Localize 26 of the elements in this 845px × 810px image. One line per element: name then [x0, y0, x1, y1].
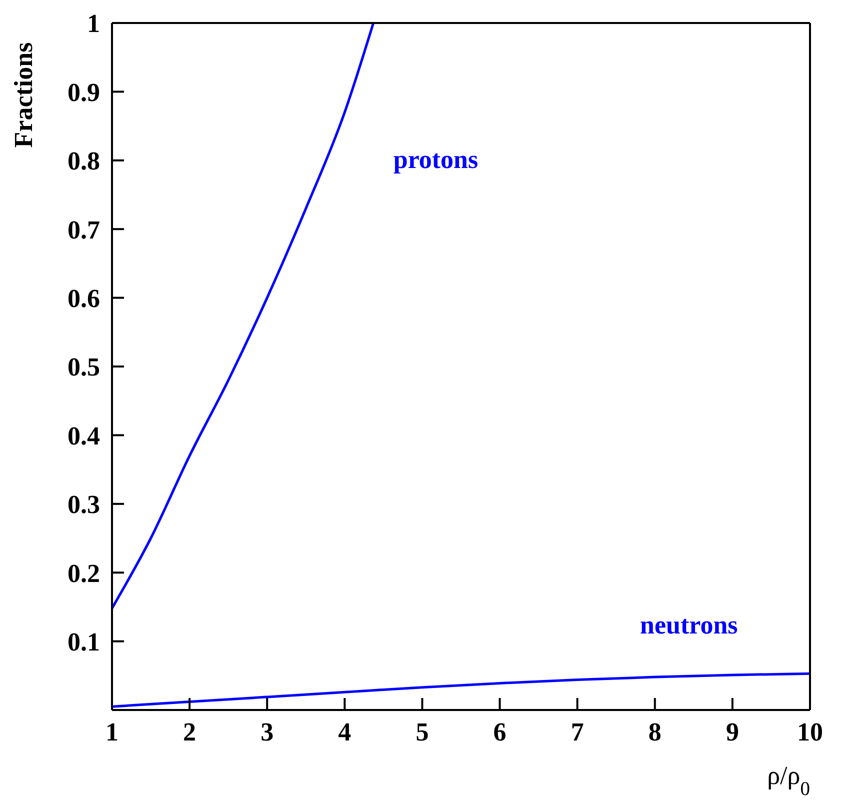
- y-tick-label: 0.8: [68, 146, 100, 176]
- y-tick-label: 0.6: [68, 284, 100, 314]
- x-tick-label: 6: [493, 717, 506, 746]
- x-tick-label: 8: [648, 717, 662, 746]
- line-series: [112, 672, 810, 708]
- y-tick-label: 0.9: [68, 78, 100, 107]
- x-axis-title: ρ/ρ$_{0}$: [767, 761, 810, 800]
- x-tick-label: 10: [797, 717, 823, 746]
- x-tick-label: 4: [338, 717, 352, 746]
- x-tick-label: 2: [183, 717, 196, 746]
- text: protons: [393, 145, 478, 174]
- line-series: [112, 23, 375, 610]
- series-label: neutrons: [640, 610, 738, 640]
- x-tick-label: 3: [260, 717, 274, 746]
- y-tick-label: 0.5: [68, 352, 100, 382]
- y-axis-title: Fractions: [9, 42, 38, 148]
- y-tick-label: 0.3: [68, 490, 100, 520]
- x-tick-label: 1: [106, 717, 118, 746]
- y-tick-label: 0.4: [68, 421, 100, 450]
- y-tick-label: 0.2: [68, 558, 100, 588]
- y-tick-label: 0.7: [68, 215, 100, 244]
- x-tick-label: 5: [416, 717, 429, 746]
- x-tick-label: 7: [570, 717, 584, 746]
- y-tick-label: 1: [87, 9, 100, 38]
- y-tick-label: 0.1: [68, 628, 100, 657]
- x-tick-label: 9: [726, 717, 739, 746]
